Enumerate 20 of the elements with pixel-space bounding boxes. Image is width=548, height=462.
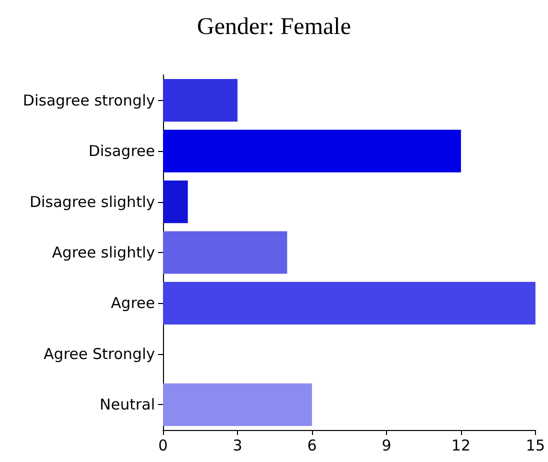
- y-tick-label: Neutral: [100, 396, 155, 414]
- bar: [163, 383, 312, 426]
- x-tick-label: 9: [382, 436, 392, 454]
- bar: [163, 130, 461, 172]
- bar: [163, 282, 536, 325]
- x-tick-label: 12: [451, 436, 471, 454]
- bar: [163, 180, 188, 224]
- chart-title: Gender: Female: [197, 14, 351, 40]
- x-tick-label: 3: [232, 436, 242, 454]
- x-tick-label: 6: [307, 436, 317, 454]
- y-tick-label: Agree Strongly: [44, 344, 156, 363]
- y-tick-label: Disagree slightly: [30, 192, 156, 211]
- y-tick-label: Agree slightly: [52, 244, 156, 262]
- y-tick-label: Disagree: [88, 142, 155, 160]
- x-tick-label: 0: [158, 436, 168, 454]
- y-tick-label: Disagree strongly: [22, 91, 156, 110]
- bar: [163, 79, 238, 122]
- bar: [163, 231, 288, 274]
- y-tick-label: Agree: [110, 294, 155, 312]
- x-tick-label: 15: [526, 436, 546, 454]
